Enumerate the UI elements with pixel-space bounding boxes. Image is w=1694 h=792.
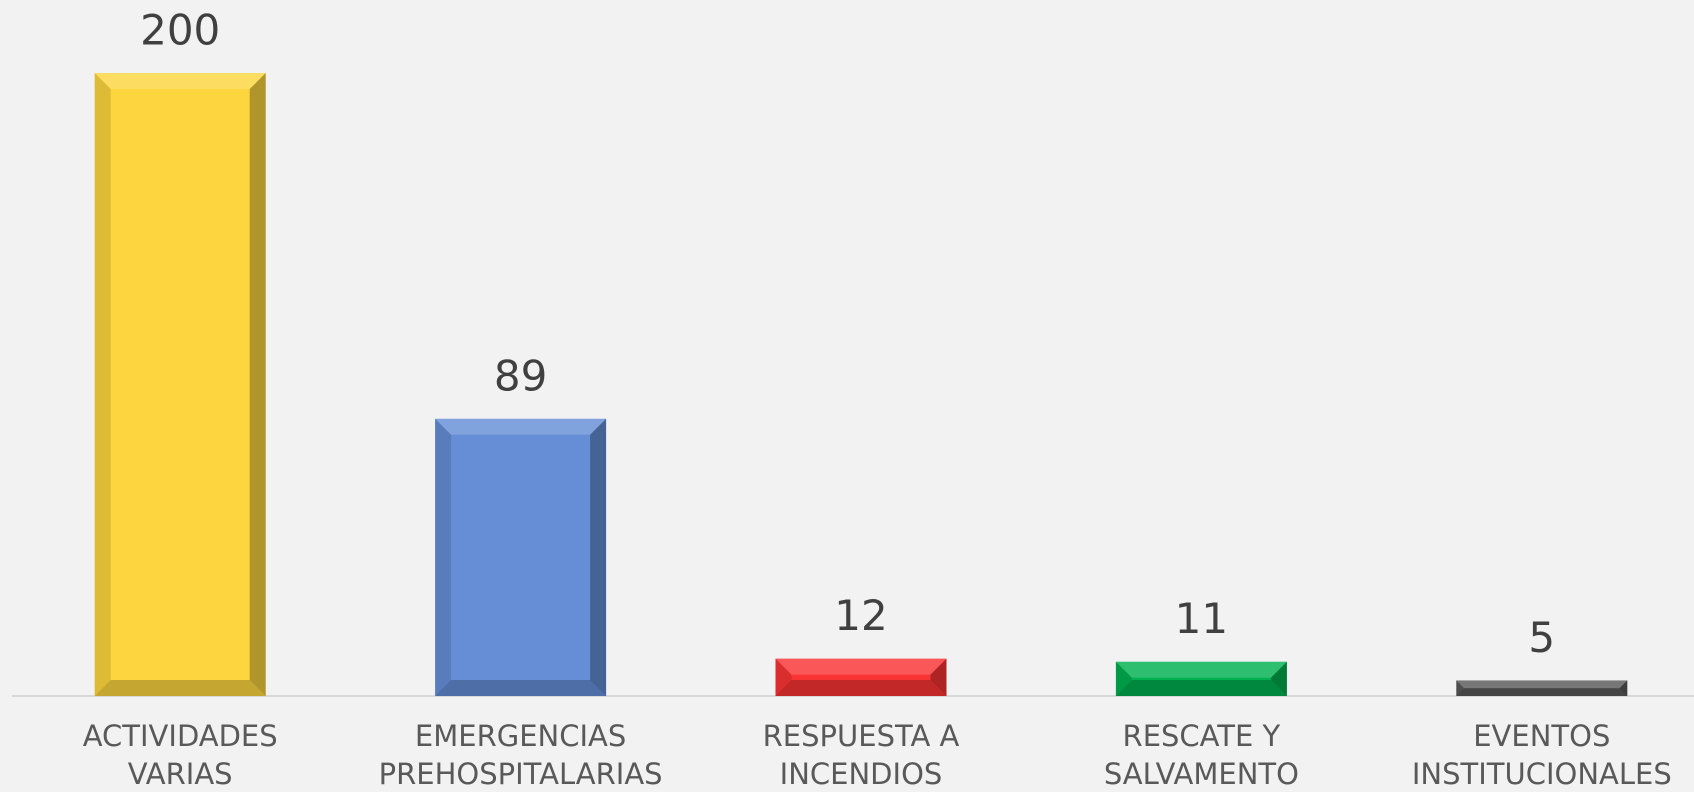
- x-tick-label: INCENDIOS: [780, 757, 943, 791]
- value-label: 89: [494, 351, 547, 400]
- bar-bevel-left: [1115, 661, 1132, 696]
- bar-bevel-left: [94, 73, 111, 696]
- bar: [435, 418, 607, 696]
- bar-bevel-bottom: [1115, 680, 1287, 696]
- bar-bevel-bottom: [1456, 688, 1628, 696]
- bar-bevel-right: [930, 658, 947, 696]
- x-tick-label: VARIAS: [128, 757, 233, 791]
- bar-bevel-bottom: [435, 680, 607, 696]
- x-tick-label: EVENTOS: [1473, 719, 1610, 753]
- x-tick-label: SALVAMENTO: [1104, 757, 1299, 791]
- bar-bevel-top: [435, 418, 607, 435]
- bar: [94, 73, 266, 696]
- bar-bevel-left: [435, 418, 452, 696]
- bar-bevel-top: [775, 658, 947, 675]
- x-tick-label: PREHOSPITALARIAS: [379, 757, 663, 791]
- x-tick-label: ACTIVIDADES: [83, 719, 278, 753]
- bar-bevel-right: [249, 73, 266, 696]
- value-label: 5: [1528, 613, 1555, 662]
- bar: [1456, 680, 1628, 696]
- bar-bevel-bottom: [94, 680, 266, 696]
- bar-bevel-top: [94, 73, 266, 89]
- bar-bevel-right: [1619, 680, 1628, 696]
- value-label: 11: [1175, 594, 1228, 643]
- bar-bevel-left: [1456, 680, 1465, 696]
- x-tick-label: RESPUESTA A: [763, 719, 960, 753]
- bar: [775, 658, 947, 696]
- bar-bevel-bottom: [775, 680, 947, 696]
- bar-bevel-top: [1115, 661, 1287, 678]
- value-label: 200: [140, 6, 220, 55]
- x-tick-label: EMERGENCIAS: [415, 719, 626, 753]
- bar-bevel-top: [1456, 680, 1628, 689]
- bar-bevel-right: [1270, 661, 1287, 696]
- bar-bevel-left: [775, 658, 792, 696]
- bar-bevel-right: [590, 418, 607, 696]
- x-tick-label: RESCATE Y: [1123, 719, 1281, 753]
- bar: [1115, 661, 1287, 696]
- value-label: 12: [834, 591, 887, 640]
- x-tick-label: INSTITUCIONALES: [1412, 757, 1672, 791]
